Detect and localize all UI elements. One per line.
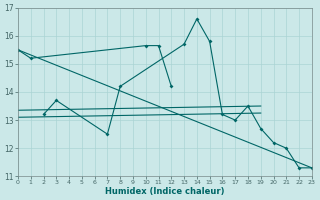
X-axis label: Humidex (Indice chaleur): Humidex (Indice chaleur) xyxy=(105,187,225,196)
